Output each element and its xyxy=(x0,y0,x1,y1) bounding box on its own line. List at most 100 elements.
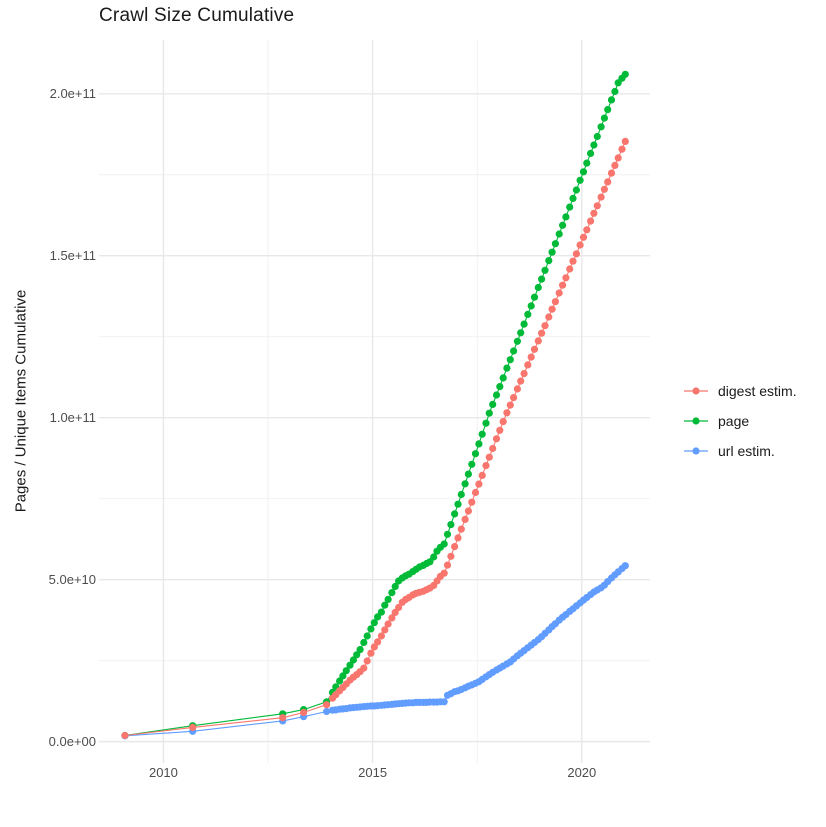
data-point xyxy=(475,440,483,448)
data-point xyxy=(457,490,465,499)
data-point xyxy=(621,562,629,570)
legend: digest estim. page url estim. xyxy=(683,380,797,462)
legend-entry-label: url estim. xyxy=(718,443,775,459)
data-point xyxy=(388,614,396,622)
data-point xyxy=(562,213,570,221)
data-point xyxy=(499,374,507,382)
data-point xyxy=(530,293,539,301)
data-point xyxy=(530,345,539,353)
data-point xyxy=(279,714,287,722)
legend-entry-label: digest estim. xyxy=(718,383,797,399)
series-lines xyxy=(124,73,626,737)
data-point xyxy=(579,168,588,176)
data-point xyxy=(360,664,368,672)
data-point xyxy=(454,500,462,508)
y-tick-label: 1.0e+11 xyxy=(49,409,96,425)
x-tick-label: 2010 xyxy=(148,765,178,780)
data-point xyxy=(593,132,601,141)
data-point xyxy=(524,310,532,318)
data-point xyxy=(517,377,525,385)
data-point xyxy=(513,337,522,345)
data-point xyxy=(443,530,452,538)
data-point xyxy=(471,450,480,458)
data-point xyxy=(503,409,511,417)
x-tick-label: 2020 xyxy=(567,765,597,780)
data-point xyxy=(520,320,528,328)
data-point xyxy=(430,553,438,561)
data-point xyxy=(323,701,331,709)
data-point xyxy=(451,510,459,518)
data-point xyxy=(492,391,501,399)
data-point xyxy=(524,361,532,369)
data-point xyxy=(454,534,462,542)
data-point xyxy=(541,266,549,274)
data-point xyxy=(555,289,563,297)
data-point xyxy=(513,385,522,393)
data-point xyxy=(367,625,375,633)
data-point xyxy=(360,638,368,647)
data-point xyxy=(489,400,497,408)
y-tick-label: 0.0e+00 xyxy=(48,733,96,749)
data-point xyxy=(503,364,511,372)
data-point xyxy=(614,154,622,162)
data-point xyxy=(475,480,483,488)
data-point xyxy=(520,370,528,378)
data-point xyxy=(464,470,472,478)
data-point xyxy=(440,540,448,548)
data-point xyxy=(517,329,525,337)
data-point xyxy=(534,283,542,292)
data-point xyxy=(583,159,591,167)
legend-key-icon xyxy=(684,417,708,425)
y-tick-label: 1.5e+11 xyxy=(49,247,96,263)
data-point xyxy=(587,149,595,157)
data-point xyxy=(534,337,542,345)
data-point xyxy=(189,723,197,732)
data-point xyxy=(583,226,591,234)
data-point xyxy=(600,114,609,122)
data-point xyxy=(587,217,595,225)
data-point xyxy=(443,561,452,569)
data-point xyxy=(367,649,375,657)
data-point xyxy=(597,123,605,131)
data-point xyxy=(370,619,378,627)
data-point xyxy=(391,582,399,591)
data-point xyxy=(374,638,382,646)
data-point xyxy=(611,87,619,96)
data-point xyxy=(538,329,546,337)
data-point xyxy=(509,394,518,402)
data-point xyxy=(342,667,350,675)
data-point xyxy=(607,96,616,104)
series-points-url-estim xyxy=(121,562,629,740)
data-point xyxy=(506,401,514,409)
data-point xyxy=(559,221,567,229)
data-point xyxy=(388,589,396,597)
legend-entry-page: page xyxy=(683,410,797,432)
data-point xyxy=(576,176,584,184)
data-point xyxy=(482,462,490,470)
data-point xyxy=(426,558,434,566)
data-point xyxy=(485,453,493,461)
data-point xyxy=(541,322,549,330)
series-points-digest-estim xyxy=(121,137,629,740)
data-point xyxy=(496,383,504,391)
data-point xyxy=(499,418,507,426)
data-point xyxy=(468,498,476,506)
data-point xyxy=(593,202,601,210)
data-point xyxy=(440,698,448,706)
y-tick-label: 2.0e+11 xyxy=(49,85,96,101)
data-point xyxy=(381,626,389,634)
data-point xyxy=(377,632,385,640)
data-point xyxy=(363,632,371,640)
gridlines-major xyxy=(99,40,650,763)
data-point xyxy=(323,707,331,716)
data-point xyxy=(527,302,535,310)
legend-entry-url-estim: url estim. xyxy=(683,440,797,462)
data-point xyxy=(482,419,490,427)
data-point xyxy=(447,521,455,529)
data-point xyxy=(461,480,469,488)
legend-key-icon xyxy=(684,387,708,395)
data-point xyxy=(621,137,629,145)
data-point xyxy=(377,608,385,616)
data-point xyxy=(548,305,556,313)
